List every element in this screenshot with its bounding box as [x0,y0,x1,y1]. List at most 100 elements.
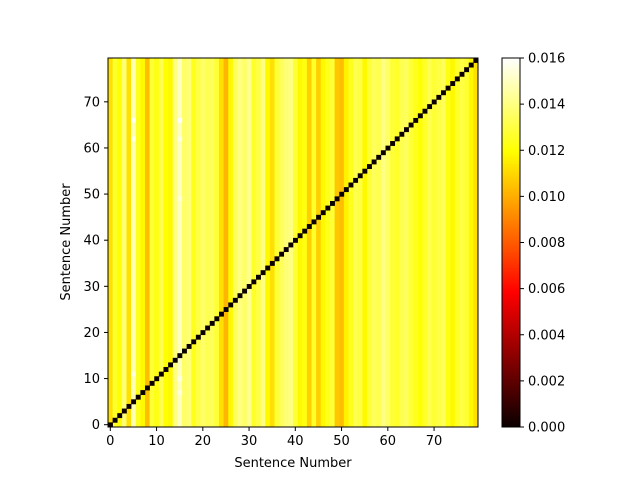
diagonal-cell-48 [330,200,335,206]
heatmap-column-22 [209,58,215,427]
diagonal-cell-50 [339,191,345,197]
diagonal-cell-64 [404,127,409,133]
y-tick-label: 60 [83,141,100,156]
diagonal-cell-62 [394,136,400,142]
heatmap-column-55 [362,58,368,427]
heatmap-column-75 [454,58,460,427]
heatmap-column-68 [422,58,428,427]
diagonal-cell-52 [348,182,354,188]
diagonal-cell-9 [149,380,155,386]
heatmap-column-58 [376,58,382,427]
heatmap-column-11 [158,58,164,427]
diagonal-cell-19 [195,334,201,340]
heatmap-column-15 [177,58,183,427]
heatmap-column-63 [399,58,405,427]
heatmap-cell-49-15 [177,196,183,202]
heatmap-column-3 [121,58,127,427]
diagonal-cell-0 [108,422,113,428]
diagonal-cell-67 [417,113,423,119]
heatmap-column-66 [413,58,419,427]
heatmap-column-29 [242,58,248,427]
diagonal-cell-21 [205,325,211,331]
heatmap-column-35 [269,58,275,427]
heatmap-column-18 [191,58,197,427]
diagonal-cell-65 [408,122,414,128]
x-axis: 0 10 20 30 40 50 60 70 [106,427,442,449]
diagonal-cell-44 [311,219,317,225]
diagonal-cell-35 [269,260,275,266]
heatmap-column-31 [251,58,257,427]
diagonal-cell-69 [427,104,433,110]
diagonal-cell-6 [135,394,141,400]
colorbar-tick-label: 0.002 [528,374,565,389]
x-tick-label: 10 [148,434,165,449]
heatmap-column-26 [228,58,234,427]
heatmap-column-13 [168,58,174,427]
diagonal-cell-8 [145,385,150,391]
diagonal-cell-15 [177,353,183,359]
heatmap-column-8 [145,58,151,427]
diagonal-cell-68 [422,108,428,114]
diagonal-cell-45 [316,214,322,220]
heatmap-column-12 [163,58,169,427]
heatmap-column-46 [320,58,326,427]
heatmap-column-61 [390,58,396,427]
colorbar-tick-label: 0.014 [528,98,565,113]
y-tick-label: 10 [83,372,100,387]
heatmap-column-77 [464,58,470,427]
diagonal-cell-73 [445,85,451,91]
diagonal-cell-11 [158,371,164,377]
diagonal-cell-58 [376,154,382,160]
heatmap-column-43 [306,58,312,427]
diagonal-cell-47 [325,205,331,211]
heatmap-column-38 [283,58,289,427]
heatmap-column-21 [205,58,211,427]
x-tick-label: 0 [106,434,114,449]
diagonal-cell-40 [293,237,298,243]
y-tick-label: 20 [83,326,100,341]
colorbar-tick-label: 0.008 [528,236,565,251]
diagonal-cell-77 [464,67,470,73]
heatmap-column-70 [431,58,437,427]
diagonal-cell-57 [371,159,377,165]
heatmap-column-0 [108,58,114,427]
heatmap-cells [108,58,479,428]
diagonal-cell-16 [182,348,187,354]
diagonal-cell-38 [283,247,289,253]
heatmap-column-33 [260,58,266,427]
diagonal-cell-76 [459,71,465,77]
heatmap-column-73 [445,58,451,427]
heatmap-column-60 [385,58,391,427]
x-tick-label: 40 [287,434,304,449]
colorbar-tick-label: 0.004 [528,328,565,343]
diagonal-cell-41 [297,233,303,239]
heatmap-column-7 [140,58,146,427]
colorbar [501,57,521,428]
heatmap-column-4 [126,58,132,427]
y-axis-label: Sentence Number [59,183,74,301]
diagonal-cell-43 [306,224,312,229]
x-tick-label: 20 [195,434,212,449]
x-tick-label: 70 [426,434,443,449]
heatmap-column-42 [302,58,308,427]
heatmap-column-69 [427,58,433,427]
heatmap-cell-10-15 [177,376,183,382]
heatmap-column-72 [441,58,447,427]
diagonal-cell-26 [228,302,234,308]
diagonal-cell-59 [380,150,386,156]
heatmap-column-41 [297,58,303,427]
heatmap-column-24 [219,58,225,427]
diagonal-cell-13 [168,362,174,368]
y-tick-label: 30 [83,280,100,295]
diagonal-cell-30 [246,284,252,289]
heatmap-column-76 [459,58,465,427]
heatmap-column-2 [117,58,123,427]
colorbar-tick-label: 0.010 [528,190,565,205]
diagonal-cell-24 [219,311,224,317]
heatmap-column-37 [279,58,285,427]
heatmap-column-34 [265,58,271,427]
diagonal-cell-70 [431,99,437,105]
diagonal-cell-29 [242,288,248,294]
heatmap-column-30 [246,58,252,427]
diagonal-cell-18 [191,339,197,345]
